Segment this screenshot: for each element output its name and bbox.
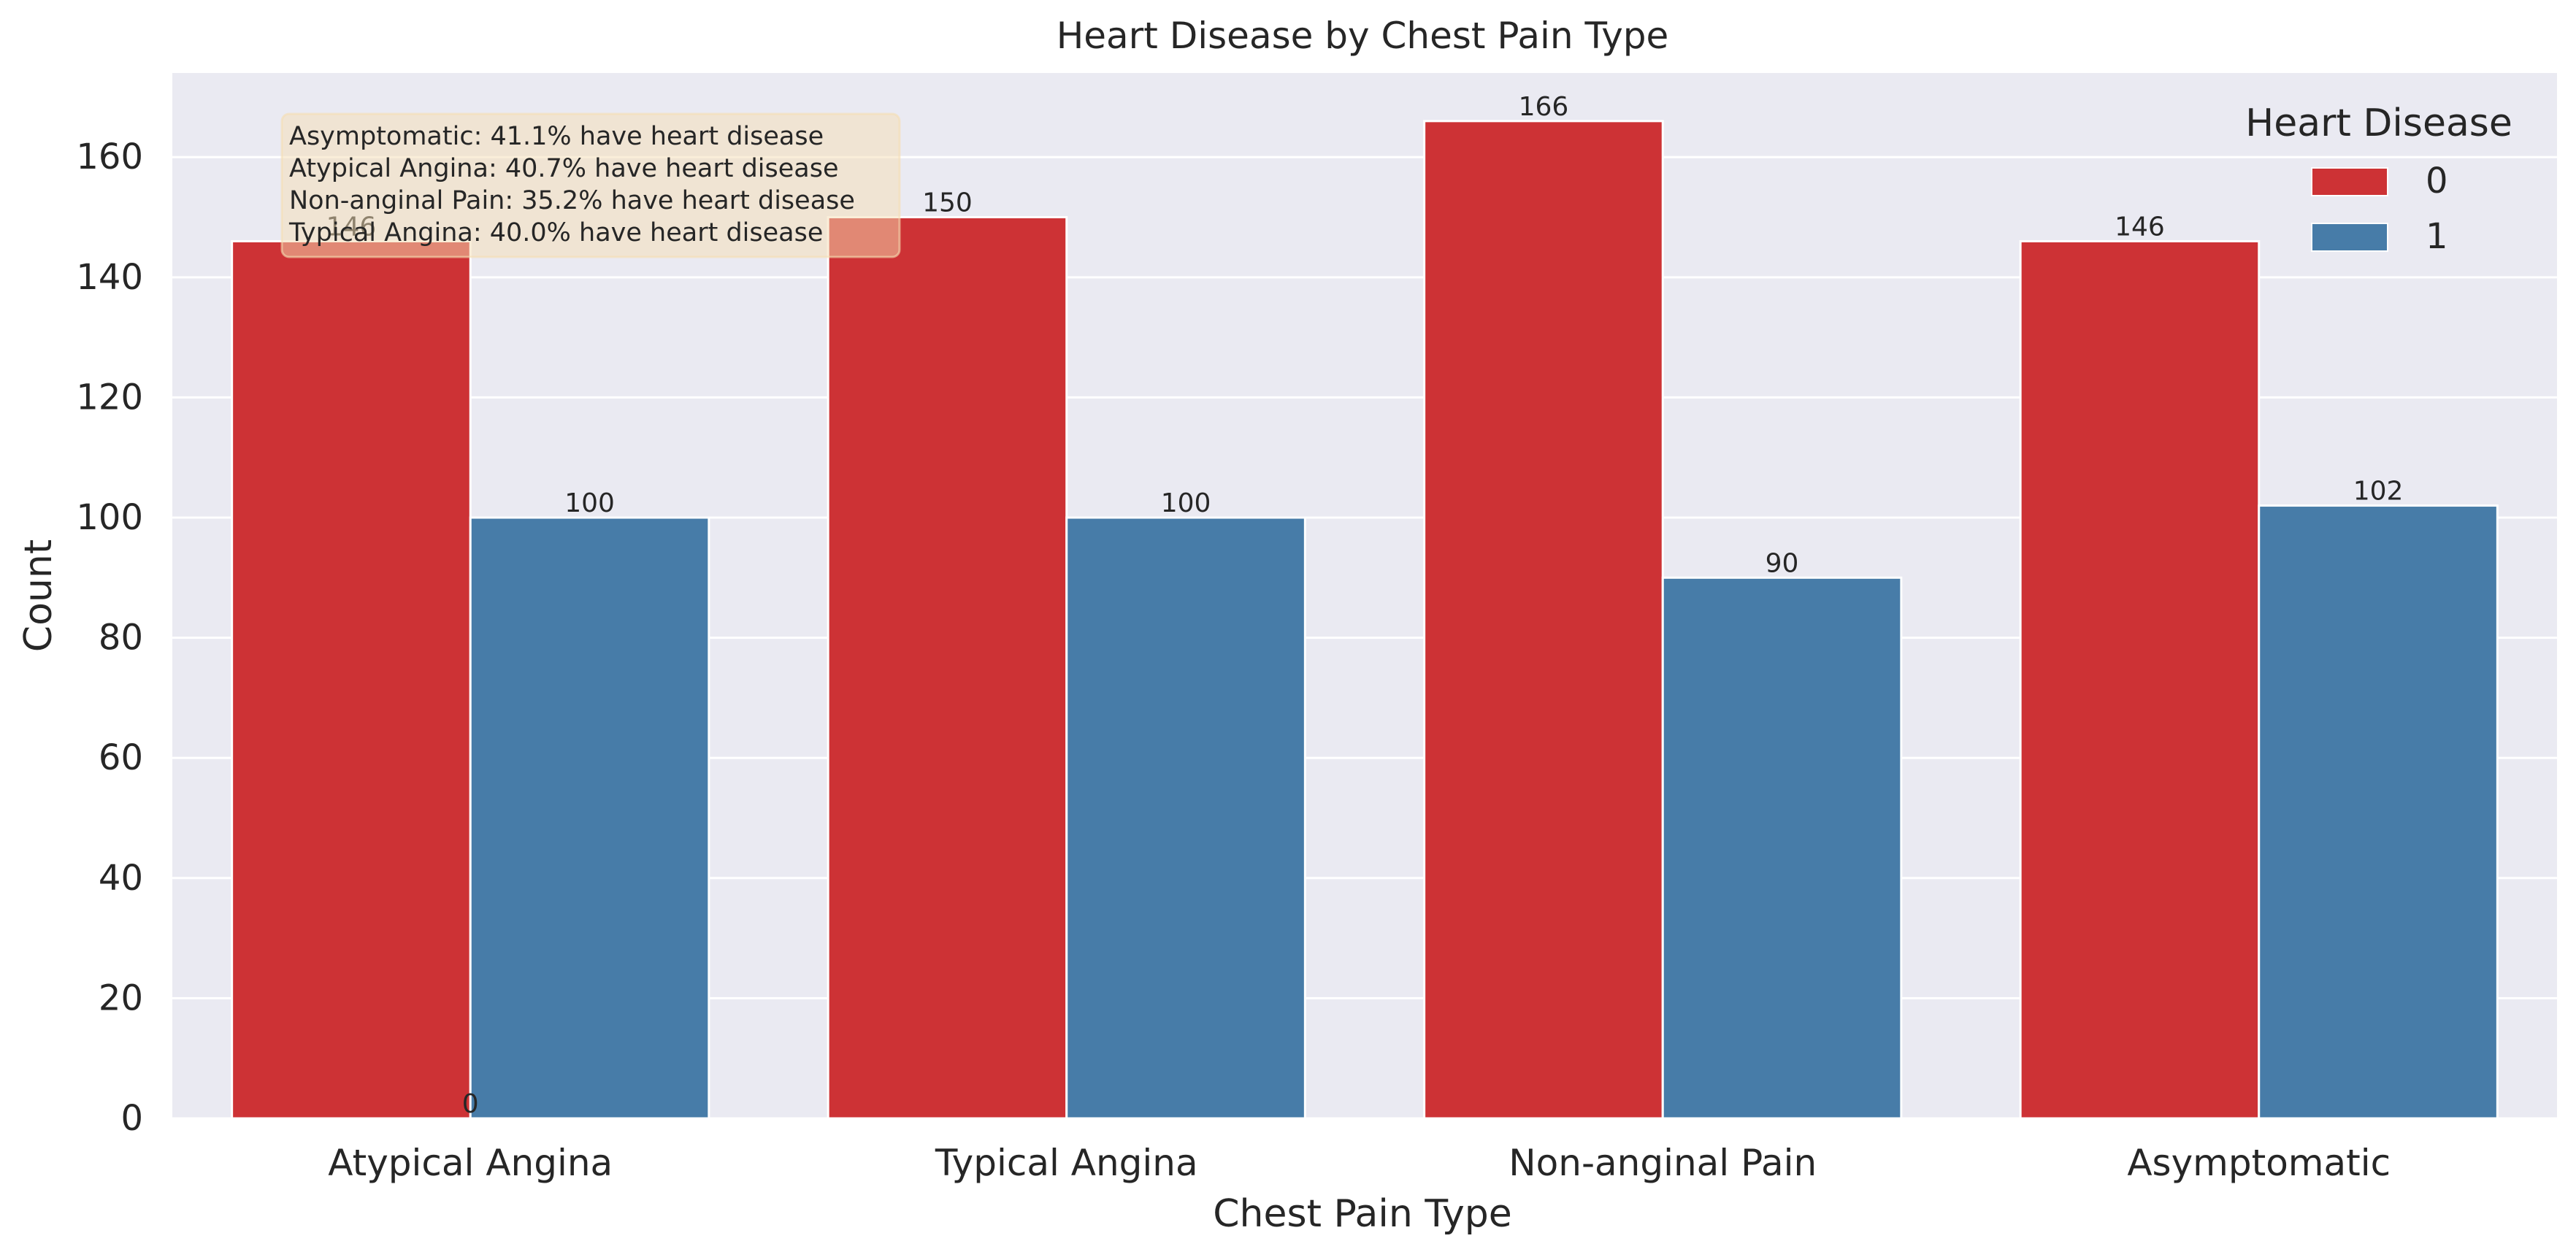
x-tick-label: Asymptomatic: [2127, 1142, 2391, 1184]
legend-swatch-0: [2311, 167, 2388, 196]
y-tick-label: 60: [99, 737, 143, 778]
x-tick-label: Non-anginal Pain: [1509, 1142, 1817, 1184]
bar-series-0: [827, 216, 1068, 1120]
bar-series-1: [469, 516, 710, 1120]
y-tick-label: 120: [76, 377, 143, 418]
legend-label-1: 1: [2426, 216, 2448, 257]
y-axis-ticks: 0 20 40 60 80 100 120 140 160: [76, 137, 143, 1139]
bar-series-0: [2019, 239, 2261, 1120]
bar-value-label: 146: [2115, 212, 2165, 242]
x-tick-label: Typical Angina: [935, 1142, 1198, 1184]
legend-title: Heart Disease: [2245, 101, 2512, 145]
x-axis-ticks: Atypical Angina Typical Angina Non-anginal…: [328, 1142, 2391, 1184]
bar-value-label: 102: [2353, 477, 2404, 507]
y-tick-label: 80: [99, 618, 143, 658]
y-tick-label: 100: [76, 497, 143, 538]
stray-value-label: 0: [462, 1089, 479, 1119]
bar-value-label: 90: [1766, 548, 1799, 578]
annotation-background: [280, 112, 901, 258]
legend-swatch-1: [2311, 223, 2388, 252]
bar-series-1: [1661, 576, 1903, 1120]
annotation-line: Non-anginal Pain: 35.2% have heart disea…: [289, 186, 855, 215]
bar-series-0: [231, 239, 472, 1120]
annotation-box: Asymptomatic: 41.1% have heart disease A…: [280, 112, 901, 258]
x-tick-label: Atypical Angina: [328, 1142, 613, 1184]
annotation-line: Atypical Angina: 40.7% have heart diseas…: [289, 154, 839, 183]
annotation-line: Asymptomatic: 41.1% have heart disease: [289, 122, 824, 151]
annotation-line: Typical Angina: 40.0% have heart disease: [288, 218, 823, 247]
bar-value-label: 150: [922, 188, 973, 218]
legend: Heart Disease 0 1: [2245, 101, 2512, 257]
legend-label-0: 0: [2426, 161, 2448, 201]
bar-series-1: [2258, 504, 2499, 1120]
y-tick-label: 160: [76, 137, 143, 177]
bars: [231, 120, 2499, 1120]
y-tick-label: 140: [76, 257, 143, 298]
y-axis-label: Count: [17, 539, 61, 652]
chart-title: Heart Disease by Chest Pain Type: [1057, 15, 1669, 57]
bar-value-label: 166: [1519, 92, 1569, 122]
x-axis-label: Chest Pain Type: [1213, 1192, 1512, 1236]
bar-series-1: [1065, 516, 1306, 1120]
y-tick-label: 0: [120, 1098, 143, 1139]
bar-series-0: [1423, 120, 1664, 1120]
bar-value-label: 100: [564, 488, 615, 518]
bar-value-label: 100: [1161, 488, 1211, 518]
y-tick-label: 40: [99, 858, 143, 899]
y-tick-label: 20: [99, 977, 143, 1018]
